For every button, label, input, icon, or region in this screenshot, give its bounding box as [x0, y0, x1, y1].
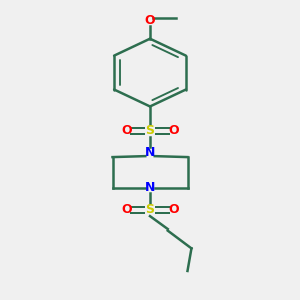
- Text: N: N: [145, 181, 155, 194]
- Text: O: O: [145, 14, 155, 28]
- Text: N: N: [145, 146, 155, 159]
- Text: S: S: [146, 203, 154, 216]
- Text: O: O: [168, 203, 179, 216]
- Text: O: O: [168, 124, 179, 137]
- Text: O: O: [121, 203, 132, 216]
- Text: O: O: [121, 124, 132, 137]
- Text: S: S: [146, 124, 154, 137]
